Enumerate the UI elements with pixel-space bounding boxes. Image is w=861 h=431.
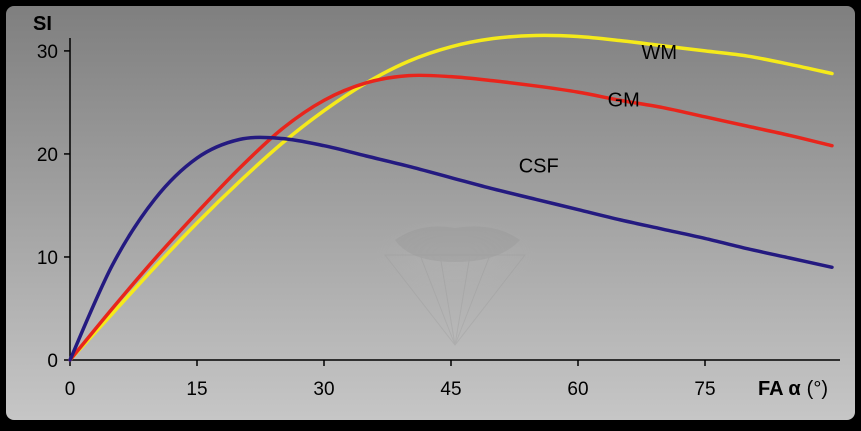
y-tick-label: 20 [37,145,58,166]
x-axis-label-name: FA α [758,378,801,400]
x-axis-label: FA α (°) [758,378,828,400]
series-layer [68,33,834,362]
series-label-csf: CSF [519,155,559,177]
x-tick-label: 60 [567,379,588,400]
series-label-wm: WM [642,42,678,64]
labels-layer: WM GM CSF [519,42,677,177]
series-line-csf [68,135,834,362]
x-tick-label: 45 [440,379,461,400]
y-tick-label: 30 [37,42,58,63]
x-tick-label: 15 [186,379,207,400]
x-tick-label: 30 [313,379,334,400]
x-axis-label-unit: (°) [807,378,828,400]
y-tick-label: 0 [47,351,58,372]
axes: 0 10 20 30 0 15 30 45 60 75 SI FA α (°) [33,13,840,400]
series-line-wm [68,33,834,362]
series-label-gm: GM [608,90,640,112]
x-tick-label: 0 [65,379,76,400]
y-tick-label: 10 [37,248,58,269]
chart-background [6,6,855,420]
y-axis-label: SI [33,13,52,35]
series-line-gm [68,73,834,362]
watermark-graphic [370,215,540,346]
x-tick-label: 75 [694,379,715,400]
